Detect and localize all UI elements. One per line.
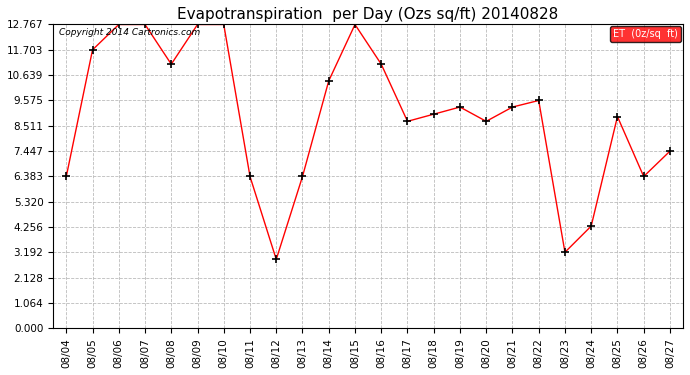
Text: Copyright 2014 Cartronics.com: Copyright 2014 Cartronics.com — [59, 27, 201, 36]
Legend: ET  (0z/sq  ft): ET (0z/sq ft) — [611, 27, 681, 42]
Title: Evapotranspiration  per Day (Ozs sq/ft) 20140828: Evapotranspiration per Day (Ozs sq/ft) 2… — [177, 7, 559, 22]
